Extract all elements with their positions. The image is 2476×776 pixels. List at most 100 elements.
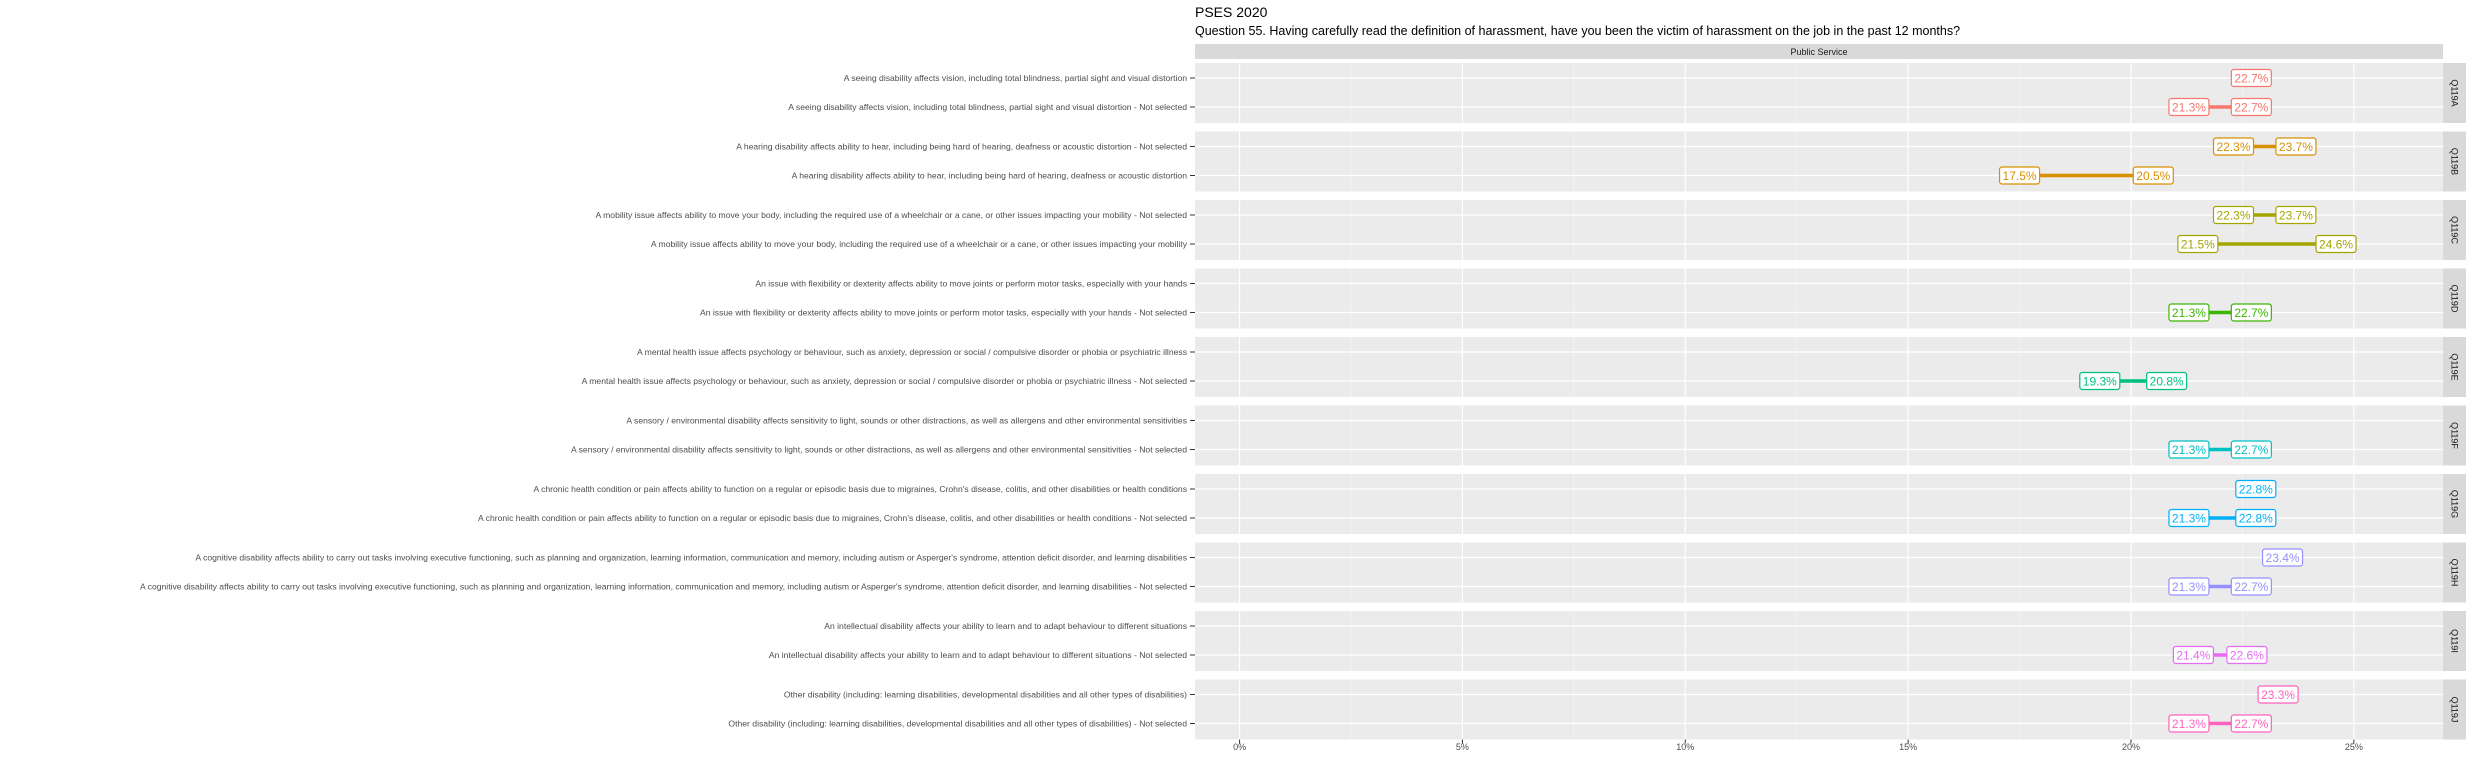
data-label: 22.7% [2234,71,2268,85]
row-label: A sensory / environmental disability aff… [571,445,1187,455]
data-label-box [2226,645,2268,665]
group-q119f: Q119F A sensory / environmental disabilit… [571,405,2466,466]
row-label: A mobility issue affects ability to move… [595,210,1187,220]
data-label-box [2235,508,2277,528]
x-tick-label: 0% [1233,742,1246,752]
data-label: 22.7% [2234,306,2268,320]
x-tick-label: 5% [1456,742,1469,752]
data-label: 23.4% [2266,551,2300,565]
x-tick-label: 10% [1676,742,1694,752]
data-label-box [2235,479,2277,499]
data-label-box [2212,137,2255,156]
group-strip [2443,611,2466,671]
row-label: A chronic health condition or pain affec… [533,484,1187,494]
data-label-box [2168,577,2210,596]
group-strip-label: Q119I [2450,629,2460,653]
data-label-box [2172,645,2214,665]
data-label: 22.7% [2234,717,2268,731]
data-label-box [2275,205,2317,225]
group-strip [2443,474,2466,534]
data-label: 22.7% [2234,443,2268,457]
data-label: 22.7% [2234,580,2268,594]
data-label-box [2315,234,2357,254]
data-label-box [2168,303,2210,322]
group-strip-label: Q119D [2450,285,2460,313]
group-strip-label: Q119E [2450,353,2460,380]
data-label: 20.8% [2150,374,2184,388]
row-label: A sensory / environmental disability aff… [626,416,1187,426]
data-label: 20.5% [2136,169,2170,183]
row-label: A cognitive disability affects ability t… [140,582,1187,592]
facet-strip [1195,44,2443,59]
data-label: 22.7% [2234,100,2268,114]
chart-title: PSES 2020 [1195,4,1268,20]
data-label-box [2168,440,2210,459]
data-label: 21.3% [2172,443,2206,457]
group-q119b: Q119B A hearing disability affects abilit… [736,131,2466,192]
data-label-box [2079,371,2121,391]
group-strip-label: Q119H [2450,559,2460,587]
row-label: Other disability (including: learning di… [784,690,1187,700]
data-label: 22.6% [2230,648,2264,662]
chart-subtitle: Question 55. Having carefully read the d… [1195,24,1961,38]
data-label: 21.3% [2172,580,2206,594]
data-label-box [2132,166,2174,185]
row-label: A mental health issue affects psychology… [637,347,1187,357]
group-strip [2443,679,2466,740]
group-q119i: Q119I An intellectual disability affects … [769,611,2466,671]
row-label: An intellectual disability affects your … [824,621,1187,631]
group-q119a: Q119A A seeing disability affects vision,… [788,63,2466,123]
data-label-box [2146,371,2188,391]
data-label-box [2177,234,2219,254]
data-label: 24.6% [2319,237,2353,251]
data-label: 21.3% [2172,306,2206,320]
group-strip-label: Q119J [2450,697,2460,723]
data-label-box [2212,205,2255,225]
row-label: An issue with flexibility or dexterity a… [755,279,1187,289]
row-label: A mobility issue affects ability to move… [651,239,1188,249]
data-label: 21.3% [2172,511,2206,525]
row-label: A hearing disability affects ability to … [792,171,1188,181]
data-label-box [2275,137,2317,156]
panel-background [1195,474,2443,534]
group-q119c: Q119C A mobility issue affects ability to… [595,200,2466,260]
data-label-box [2230,440,2272,459]
group-q119e: Q119E A mental health issue affects psych… [582,337,2466,397]
data-label-box [2257,685,2299,704]
x-tick-label: 15% [1899,742,1917,752]
data-label: 21.4% [2176,648,2210,662]
row-label: A seeing disability affects vision, incl… [844,73,1188,83]
data-label: 21.5% [2181,237,2215,251]
group-strip-label: Q119C [2450,216,2460,244]
group-strip [2443,131,2466,192]
data-label: 21.3% [2172,717,2206,731]
group-q119j: Q119J Other disability (including: learni… [728,679,2466,740]
data-label-box [2168,97,2210,117]
x-tick-label: 25% [2345,742,2363,752]
group-q119h: Q119H A cognitive disability affects abil… [140,542,2466,603]
facet-strip-label: Public Service [1790,47,1847,57]
data-label-box [2230,577,2272,596]
data-label: 23.7% [2279,140,2313,154]
row-label: A mental health issue affects psychology… [582,376,1188,386]
group-strip [2443,337,2466,397]
group-strip-label: Q119F [2450,422,2460,449]
data-label-box [2230,68,2272,88]
row-label: A chronic health condition or pain affec… [478,513,1187,523]
group-strip-label: Q119A [2450,79,2460,106]
row-label: A hearing disability affects ability to … [736,142,1187,152]
panel-background [1195,200,2443,260]
data-label: 17.5% [2003,169,2037,183]
data-label-box [2261,548,2304,567]
group-strip-label: Q119G [2450,490,2460,518]
group-q119g: Q119G A chronic health condition or pain … [478,474,2466,534]
row-label: An issue with flexibility or dexterity a… [700,308,1187,318]
group-strip [2443,63,2466,123]
row-label: An intellectual disability affects your … [769,650,1187,660]
group-strip [2443,542,2466,603]
group-q119d: Q119D An issue with flexibility or dexter… [700,268,2466,329]
group-strip-label: Q119B [2450,148,2460,175]
panel-background [1195,337,2443,397]
row-label: A seeing disability affects vision, incl… [788,102,1187,112]
